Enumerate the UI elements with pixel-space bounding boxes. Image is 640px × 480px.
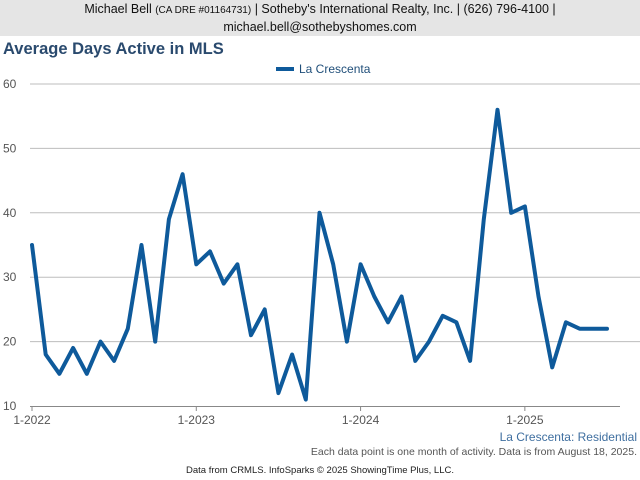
legend-swatch (276, 67, 294, 71)
agent-email[interactable]: michael.bell@sothebyshomes.com (223, 20, 417, 34)
x-tick-label: 1-2023 (178, 413, 216, 427)
y-tick-label: 30 (3, 270, 17, 284)
agent-header-line-1: Michael Bell (CA DRE #01164731) | Sotheb… (0, 1, 640, 19)
agent-company-phone: | Sotheby's International Realty, Inc. |… (254, 2, 556, 16)
y-tick-label: 40 (3, 206, 17, 220)
x-tick-label: 1-2025 (506, 413, 544, 427)
x-tick-label: 1-2022 (13, 413, 51, 427)
data-source-footer: Data from CRMLS. InfoSparks © 2025 Showi… (185, 465, 454, 476)
agent-name: Michael Bell (84, 2, 152, 16)
legend-label: La Crescenta (299, 62, 371, 76)
chart-legend: La Crescenta (276, 62, 370, 76)
y-tick-label: 20 (3, 335, 17, 349)
agent-license: (CA DRE #01164731) (155, 5, 252, 16)
y-tick-label: 10 (3, 399, 17, 413)
chart-title: Average Days Active in MLS (3, 40, 224, 58)
series-caption: La Crescenta: Residential (499, 430, 637, 444)
agent-header: Michael Bell (CA DRE #01164731) | Sotheb… (0, 0, 640, 36)
data-note: Each data point is one month of activity… (310, 446, 637, 458)
series-line-la-crescenta (30, 107, 609, 402)
y-tick-label: 60 (3, 77, 17, 91)
y-tick-label: 50 (3, 141, 17, 155)
x-tick-label: 1-2024 (342, 413, 380, 427)
